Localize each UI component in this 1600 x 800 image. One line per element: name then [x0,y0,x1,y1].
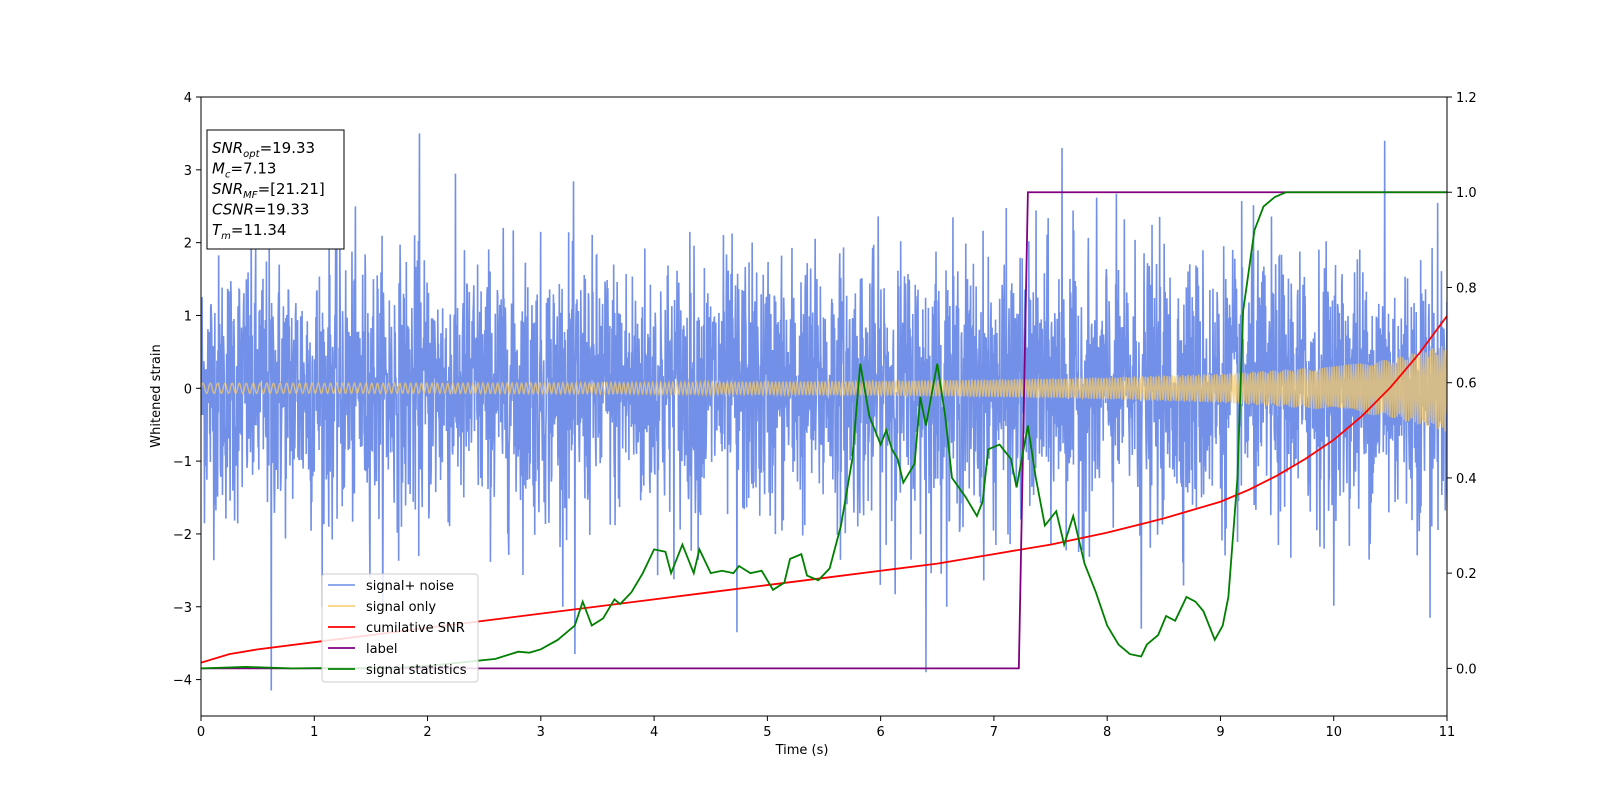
svg-text:signal only: signal only [366,600,436,615]
y2-axis-ticks: 1.2 1.0 0.8 0.6 0.4 0.2 0.0 [1447,91,1477,677]
x-tick-label: 2 [423,725,431,740]
axes-frame [200,96,1448,717]
y2-tick-label: 0.4 [1456,472,1477,487]
x-tick-label: 8 [1103,725,1111,740]
legend-item-signal-noise: signal+ noise [328,579,454,594]
x-tick-label: 9 [1216,725,1224,740]
svg-text:signal statistics: signal statistics [366,663,467,678]
x-tick-label: 11 [1439,725,1456,740]
y2-tick-label: 1.2 [1456,91,1477,106]
series-signal-noise [201,133,1447,691]
legend-item-label: label [328,642,397,657]
y-tick-label: −4 [173,674,192,689]
y2-tick-label: 0.6 [1456,377,1477,392]
x-axis-ticks: 0 1 2 3 4 5 6 7 8 9 10 11 [197,716,1455,740]
y-tick-label: 2 [184,237,192,252]
svg-text:signal+ noise: signal+ noise [366,579,454,594]
annotation-line: SNRopt=19.33 [212,139,315,160]
x-axis-label: Time (s) [775,743,829,758]
legend-item-signal-only: signal only [328,600,436,615]
stats-annotation-box: SNRopt=19.33Mc=7.13SNRMF=[21.21]CSNR=19.… [206,129,345,250]
series-label [201,191,1447,670]
y-tick-label: 0 [184,382,192,397]
legend-item-signal-statistics: signal statistics [328,663,467,678]
y-tick-label: −1 [173,455,192,470]
y2-tick-label: 0.2 [1456,567,1477,582]
x-tick-label: 0 [197,725,205,740]
y-tick-label: 4 [184,91,192,106]
x-tick-label: 1 [310,725,318,740]
y-axis-label: Whitened strain [149,344,164,447]
svg-text:label: label [366,642,397,657]
annotation-line: Mc=7.13 [212,160,276,181]
y2-tick-label: 1.0 [1456,186,1477,201]
svg-text:cumilative SNR: cumilative SNR [366,621,465,636]
y2-tick-label: 0.8 [1456,281,1477,296]
x-tick-label: 10 [1325,725,1342,740]
annotation-line: CSNR=19.33 [212,201,309,219]
x-tick-label: 4 [650,725,658,740]
annotation-line: SNRMF=[21.21] [212,180,325,201]
y-tick-label: 3 [184,164,192,179]
x-tick-label: 5 [763,725,771,740]
y-tick-label: −2 [173,528,192,543]
legend-item-cumulative-snr: cumilative SNR [328,621,465,636]
x-tick-label: 6 [876,725,884,740]
x-tick-label: 7 [990,725,998,740]
series-signal-only [201,346,1447,432]
annotation-line: Tm=11.34 [212,221,286,242]
y-tick-label: −3 [173,601,192,616]
y-axis-ticks: 4 3 2 1 0 −1 −2 −3 −4 [173,91,201,689]
y2-tick-label: 0.0 [1456,662,1477,677]
y-tick-label: 1 [184,309,192,324]
legend: signal+ noise signal only cumilative SNR la… [321,573,479,683]
x-tick-label: 3 [537,725,545,740]
series-signal-statistics [201,191,1447,670]
